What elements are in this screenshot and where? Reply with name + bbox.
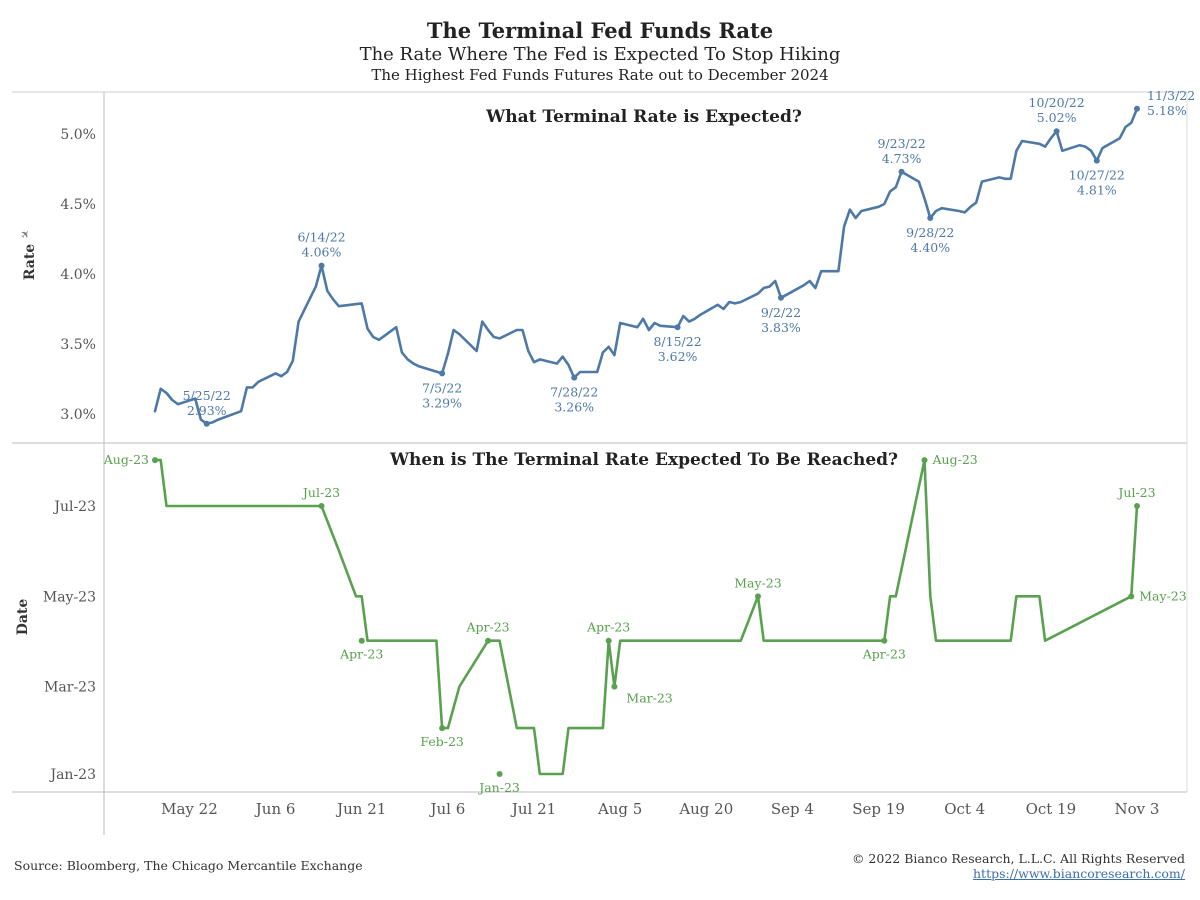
footer-credits: © 2022 Bianco Research, L.L.C. All Right…: [852, 851, 1185, 881]
rate-annotation-point: [571, 374, 578, 381]
date-y-tick-label: May-23: [43, 589, 96, 605]
rate-annotation-date: 6/14/22: [297, 230, 345, 245]
date-annotation-point: [485, 637, 492, 644]
rate-annotation-point: [203, 420, 210, 427]
date-annotation-label: Apr-23: [466, 620, 510, 635]
x-tick-label: Oct 19: [1026, 800, 1077, 818]
date-annotation-point: [605, 637, 612, 644]
rate-y-tick-label: 3.0%: [60, 407, 96, 423]
rate-annotation-point: [927, 215, 934, 221]
rate-annotation-date: 11/3/22: [1147, 88, 1195, 103]
x-tick-label: Sep 4: [771, 800, 814, 818]
x-tick-label: Aug 5: [597, 800, 642, 818]
rate-axis-title: Rate: [22, 244, 38, 280]
date-y-tick-label: Jul-23: [52, 499, 96, 515]
rate-annotation-value: 3.83%: [761, 320, 801, 335]
x-tick-label: Oct 4: [944, 800, 985, 818]
x-tick-label: Jun 21: [335, 800, 386, 818]
date-annotation-point: [439, 725, 446, 732]
rate-annotation-point: [674, 324, 681, 331]
date-annotation-label: Jul-23: [1116, 485, 1155, 500]
rate-annotation-value: 3.62%: [658, 349, 698, 364]
rate-annotation-date: 7/28/22: [550, 385, 598, 400]
copyright-text: © 2022 Bianco Research, L.L.C. All Right…: [851, 851, 1185, 866]
date-annotation-label: Apr-23: [339, 647, 383, 662]
rate-annotation-value: 3.26%: [554, 400, 594, 415]
rate-annotation-value: 4.81%: [1077, 183, 1117, 198]
chart-subtitle: The Rate Where The Fed is Expected To St…: [359, 44, 841, 65]
date-annotation-point: [496, 771, 503, 777]
rate-annotation-date: 5/25/22: [183, 388, 231, 403]
rate-y-tick-label: 3.5%: [60, 337, 96, 353]
rate-series-line: [153, 107, 1139, 426]
rate-annotation-date: 10/27/22: [1069, 168, 1125, 183]
x-tick-label: Aug 20: [678, 800, 733, 818]
date-annotation-point: [318, 503, 325, 509]
rate-annotation-value: 3.29%: [422, 395, 462, 410]
date-annotation-label: Aug-23: [932, 452, 978, 467]
x-tick-label: Jul 21: [510, 800, 556, 818]
rate-annotation-point: [439, 370, 446, 377]
date-annotation-point: [1134, 503, 1140, 509]
date-annotation-point: [358, 637, 365, 644]
date-annotation-point: [921, 457, 928, 464]
pin-icon: ✈: [18, 227, 34, 243]
rate-annotation-value: 4.06%: [302, 245, 342, 260]
date-y-tick-label: Jan-23: [48, 767, 96, 783]
rate-annotation-point: [318, 262, 325, 269]
date-annotation-point: [881, 637, 888, 644]
rate-annotation-date: 9/23/22: [877, 136, 925, 151]
date-annotation-label: May-23: [734, 575, 781, 590]
source-note: Source: Bloomberg, The Chicago Mercantil…: [14, 858, 363, 873]
date-y-tick-label: Mar-23: [44, 680, 96, 696]
chart-title: The Terminal Fed Funds Rate: [426, 18, 774, 43]
date-annotation-label: Aug-23: [103, 452, 149, 467]
rate-y-tick-label: 4.5%: [60, 197, 96, 213]
rate-annotation-value: 4.73%: [882, 151, 922, 166]
date-series-line: [153, 458, 1139, 776]
date-panel-title: When is The Terminal Rate Expected To Be…: [389, 450, 898, 470]
date-annotation-point: [754, 593, 761, 600]
rate-annotation-value: 4.40%: [910, 240, 950, 255]
rate-y-tick-label: 4.0%: [60, 267, 96, 283]
date-annotation-label: Mar-23: [626, 691, 672, 706]
rate-annotation-point: [1134, 105, 1140, 112]
date-annotation-point: [152, 457, 158, 464]
x-tick-label: Jun 6: [254, 800, 296, 818]
rate-annotation-point: [1053, 128, 1060, 135]
rate-annotation-point: [1093, 157, 1100, 164]
date-axis-title: Date: [15, 599, 31, 636]
date-annotation-point: [611, 683, 618, 690]
rate-annotation-value: 2.93%: [187, 403, 227, 418]
date-annotation-label: Apr-23: [586, 620, 630, 635]
date-annotation-point: [1128, 593, 1135, 600]
rate-annotation-date: 8/15/22: [653, 334, 701, 349]
rate-annotation-point: [777, 294, 784, 301]
rate-annotation-point: [898, 168, 905, 175]
x-tick-label: Sep 19: [852, 800, 905, 818]
website-link[interactable]: https://www.biancoresearch.com/: [973, 866, 1185, 881]
x-tick-label: Jul 6: [428, 800, 465, 818]
rate-y-tick-label: 5.0%: [60, 127, 96, 143]
x-tick-label: Nov 3: [1115, 800, 1160, 818]
date-annotation-label: Apr-23: [862, 647, 906, 662]
rate-annotation-date: 10/20/22: [1029, 95, 1085, 110]
date-annotation-label: Jul-23: [301, 485, 340, 500]
rate-annotation-date: 9/2/22: [761, 305, 801, 320]
chart-subtitle-secondary: The Highest Fed Funds Futures Rate out t…: [371, 66, 829, 84]
date-annotation-label: Feb-23: [420, 734, 464, 749]
rate-annotation-date: 7/5/22: [422, 380, 462, 395]
rate-annotation-value: 5.02%: [1037, 110, 1077, 125]
x-tick-label: May 22: [161, 800, 218, 818]
chart-header: The Terminal Fed Funds Rate The Rate Whe…: [0, 0, 1200, 84]
rate-panel-title: What Terminal Rate is Expected?: [485, 107, 802, 127]
date-annotation-label: May-23: [1139, 588, 1186, 603]
rate-annotation-value: 5.18%: [1147, 103, 1187, 118]
rate-annotation-date: 9/28/22: [906, 225, 954, 240]
date-annotation-label: Jan-23: [477, 780, 520, 795]
